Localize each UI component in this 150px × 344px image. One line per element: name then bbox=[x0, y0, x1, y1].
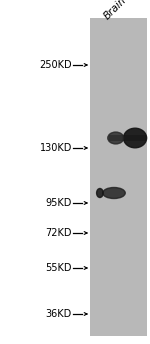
Text: 55KD: 55KD bbox=[45, 263, 72, 273]
Bar bbox=[90, 18, 147, 336]
Ellipse shape bbox=[108, 132, 124, 144]
Text: 250KD: 250KD bbox=[39, 60, 72, 70]
Ellipse shape bbox=[103, 187, 125, 198]
Text: Brain: Brain bbox=[102, 0, 128, 22]
Ellipse shape bbox=[123, 128, 147, 148]
Bar bbox=[109, 135, 146, 141]
Ellipse shape bbox=[97, 189, 103, 197]
Text: 36KD: 36KD bbox=[46, 309, 72, 319]
Text: 95KD: 95KD bbox=[46, 198, 72, 208]
Text: 72KD: 72KD bbox=[45, 228, 72, 238]
Text: 130KD: 130KD bbox=[40, 143, 72, 153]
